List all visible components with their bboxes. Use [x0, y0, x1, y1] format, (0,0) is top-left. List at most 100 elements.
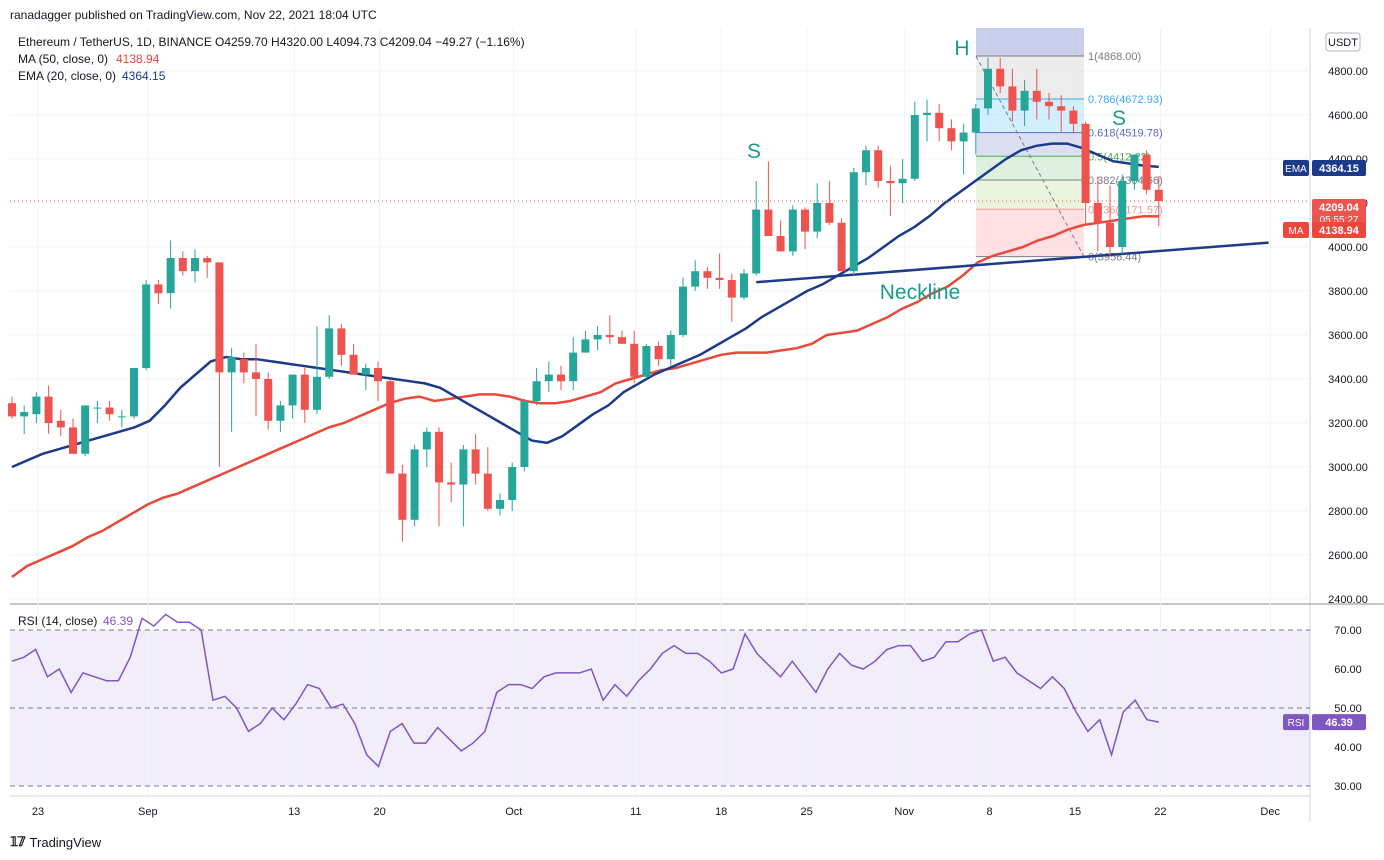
last-price-badge-countdown: 05:55:27: [1320, 215, 1359, 226]
candle-body: [691, 271, 700, 287]
tradingview-logo-icon: 𝟙𝟟: [10, 834, 26, 849]
candle-body: [374, 368, 382, 382]
x-tick-label: 20: [373, 806, 385, 818]
x-tick-label: 23: [32, 806, 44, 818]
candle-body: [605, 335, 614, 338]
fib-level-label: 0.786(4672.93): [1088, 94, 1163, 106]
y-tick-label: 3200.00: [1328, 418, 1368, 430]
fib-level-label: 1(4868.00): [1088, 51, 1141, 63]
fib-zone: [976, 56, 1084, 99]
candle-body: [252, 372, 260, 379]
candles: [8, 57, 1163, 542]
candle-body: [117, 416, 126, 418]
candle-body: [935, 112, 944, 129]
candle-body: [740, 273, 748, 298]
footer-brand[interactable]: 𝟙𝟟 TradingView: [10, 834, 101, 850]
candle-body: [959, 132, 968, 142]
candle-body: [849, 172, 858, 272]
x-tick-label: 25: [800, 806, 812, 818]
candle-body: [227, 357, 236, 373]
candle-body: [483, 473, 492, 509]
legend-rsi-label: RSI (14, close): [18, 614, 97, 628]
candle-body: [971, 108, 980, 133]
ema-badge-tag: [1283, 160, 1309, 176]
candle-body: [898, 178, 907, 184]
y-tick-label: 2800.00: [1328, 506, 1368, 518]
candle-body: [752, 209, 761, 274]
candle-body: [81, 405, 90, 454]
footer-brand-label: TradingView: [29, 834, 102, 850]
attribution: ranadagger published on TradingView.com,…: [10, 8, 377, 22]
candle-body: [801, 209, 809, 232]
candle-body: [776, 236, 785, 252]
currency-badge[interactable]: [1325, 32, 1361, 52]
last-price-badge-value: 4209.04: [1319, 202, 1360, 214]
rsi-tick-label: 60.00: [1334, 664, 1362, 676]
candle-body: [947, 128, 956, 142]
indicator-lines: [10, 142, 1310, 579]
candle-body: [386, 381, 395, 474]
y-tick-label: 3600.00: [1328, 330, 1368, 342]
price-pane: [10, 28, 1310, 604]
y-tick-label: 4800.00: [1328, 66, 1368, 78]
candle-body: [825, 203, 834, 223]
candle-body: [20, 412, 29, 417]
left-shoulder-label: S: [747, 140, 761, 163]
candle-body: [215, 262, 224, 373]
candle-body: [264, 379, 273, 421]
ema-badge-value: 4364.15: [1319, 163, 1359, 175]
candle-body: [727, 280, 736, 298]
candle-body: [1020, 90, 1029, 111]
candle-body: [288, 374, 297, 406]
candle-body: [93, 407, 102, 409]
candle-body: [459, 449, 468, 485]
legend-rsi-value: 46.39: [103, 614, 133, 628]
rsi-badge-value: 46.39: [1325, 717, 1353, 729]
rsi-tick-label: 30.00: [1334, 781, 1362, 793]
candle-body: [764, 209, 773, 236]
fib-zone: [976, 98, 1084, 133]
currency-badge-label: USDT: [1328, 37, 1358, 49]
y-tick-label: 4000.00: [1328, 242, 1368, 254]
legend-ma-value: 4138.94: [116, 52, 160, 66]
y-tick-label: 3000.00: [1328, 462, 1368, 474]
rsi-badge-tag-text: RSI: [1288, 718, 1305, 729]
fibonacci-retracement: 1(4868.00)0.786(4672.93)0.618(4519.78)0.…: [975, 28, 1163, 264]
candle-body: [788, 209, 797, 252]
rsi-tick-label: 70.00: [1334, 625, 1362, 637]
rsi-tick-label: 40.00: [1334, 742, 1362, 754]
candle-body: [679, 286, 687, 335]
candle-body: [715, 277, 724, 280]
candle-body: [1154, 189, 1163, 202]
legend-ema-value: 4364.15: [122, 69, 166, 83]
legend-ohlc: O4259.70 H4320.00 L4094.73 C4209.04 −49.…: [215, 35, 525, 49]
candle-body: [1142, 154, 1151, 190]
ma-badge-tag: [1283, 222, 1309, 238]
candle-body: [191, 258, 199, 272]
candle-body: [923, 112, 931, 115]
candle-body: [1118, 181, 1127, 247]
candle-body: [813, 203, 822, 232]
x-tick-label: 11: [630, 806, 641, 818]
last-price-badge: [1312, 199, 1366, 228]
candle-body: [8, 403, 16, 417]
rsi-badge-tag: [1283, 714, 1309, 731]
candle-body: [435, 431, 443, 483]
x-tick-label: Dec: [1260, 806, 1280, 818]
candle-body: [1093, 203, 1102, 223]
candle-body: [508, 467, 517, 500]
x-tick-label: 15: [1069, 806, 1081, 818]
candle-body: [581, 339, 590, 353]
fib-zone: [976, 132, 1084, 157]
candle-body: [32, 396, 41, 415]
candle-body: [44, 396, 53, 423]
candle-body: [105, 407, 114, 415]
candle-body: [1106, 222, 1114, 247]
candle-body: [1081, 123, 1090, 203]
ema-badge: [1312, 160, 1366, 176]
y-tick-label: 2600.00: [1328, 550, 1368, 562]
rsi-tick-label: 50.00: [1334, 703, 1362, 715]
x-tick-label: Sep: [138, 806, 158, 818]
